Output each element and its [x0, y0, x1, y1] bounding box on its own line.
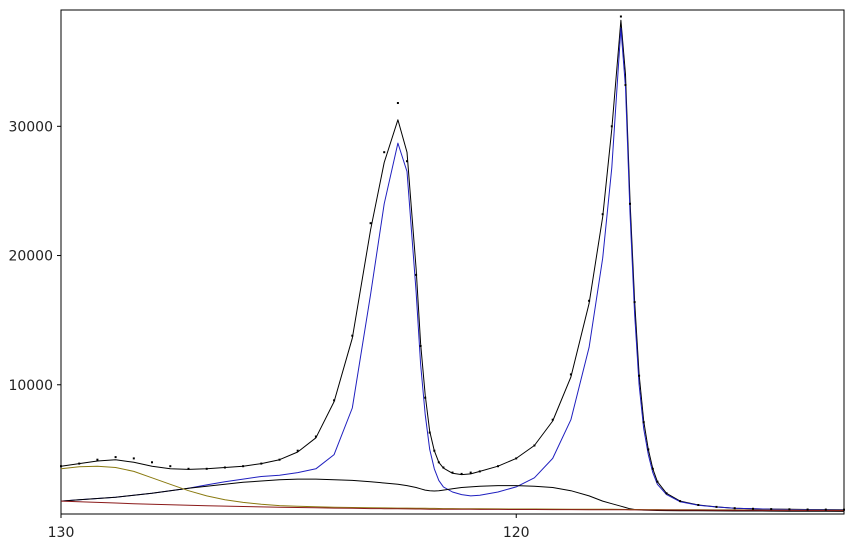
data-point: [788, 508, 791, 511]
data-point: [433, 449, 436, 452]
data-point: [415, 273, 418, 276]
data-point: [824, 508, 827, 511]
x-tick-label: 130: [48, 525, 75, 540]
data-point: [424, 396, 427, 399]
series-layer: [60, 19, 845, 512]
data-point: [843, 508, 845, 511]
data-point: [642, 421, 645, 424]
data-point: [469, 471, 472, 474]
series-line-component-4: [60, 500, 845, 512]
series-line-component-1: [60, 27, 845, 511]
data-point: [715, 505, 718, 508]
data-point: [478, 470, 481, 473]
data-point: [437, 461, 440, 464]
data-point: [187, 467, 190, 470]
data-point: [151, 461, 153, 464]
x-tick-label: 120: [503, 525, 530, 540]
y-axis-ticks: 10000 20000 30000: [8, 119, 61, 394]
data-point: [369, 222, 372, 225]
data-point: [451, 471, 454, 474]
data-point: [383, 151, 386, 154]
data-point: [515, 457, 518, 460]
data-point: [114, 456, 117, 459]
data-point: [651, 467, 654, 470]
data-point: [442, 466, 445, 469]
data-point: [770, 508, 773, 511]
y-tick-label: 20000: [8, 249, 53, 265]
data-point: [78, 462, 81, 465]
data-point: [169, 465, 172, 468]
data-point: [132, 457, 135, 460]
data-point: [624, 84, 627, 86]
data-point: [419, 345, 422, 347]
data-point: [633, 301, 636, 304]
data-point: [569, 373, 572, 376]
data-point: [752, 507, 754, 510]
data-point: [396, 102, 399, 104]
data-point: [551, 418, 554, 421]
data-point: [806, 508, 809, 511]
data-point: [656, 480, 659, 483]
data-point: [733, 507, 736, 510]
data-point: [647, 448, 650, 451]
data-point: [278, 458, 281, 461]
data-point: [638, 374, 641, 377]
data-point: [665, 492, 668, 495]
data-point: [588, 299, 591, 302]
data-point: [629, 202, 631, 205]
data-point: [497, 465, 499, 468]
data-point: [260, 462, 263, 465]
data-point: [296, 449, 299, 452]
data-point: [679, 500, 682, 503]
data-point: [601, 213, 604, 216]
data-point: [610, 125, 613, 128]
data-point: [619, 15, 622, 18]
data-point: [351, 334, 354, 337]
data-point: [60, 465, 62, 468]
data-point: [533, 444, 536, 447]
series-line-fit-envelope: [60, 19, 845, 511]
data-point: [242, 465, 245, 468]
data-point: [205, 467, 208, 470]
data-point: [406, 160, 408, 163]
data-point: [460, 472, 463, 475]
data-point: [314, 435, 317, 438]
data-point: [333, 399, 336, 402]
x-axis-ticks: 130 120: [48, 514, 530, 540]
plot-frame: [60, 9, 845, 515]
data-point: [223, 466, 226, 469]
observed-points-layer: [60, 15, 845, 511]
y-tick-label: 30000: [8, 119, 53, 135]
data-point: [697, 504, 700, 506]
data-point: [96, 458, 99, 461]
series-line-component-2: [60, 478, 845, 512]
y-tick-label: 10000: [8, 378, 53, 394]
data-point: [428, 431, 431, 434]
